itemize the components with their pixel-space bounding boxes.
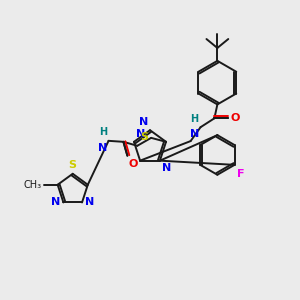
Text: O: O (230, 113, 240, 123)
Text: N: N (98, 143, 108, 153)
Text: CH₃: CH₃ (24, 180, 42, 190)
Text: H: H (99, 127, 108, 137)
Text: O: O (128, 159, 138, 169)
Text: S: S (140, 132, 148, 142)
Text: N: N (51, 197, 60, 208)
Text: N: N (190, 129, 200, 139)
Text: N: N (139, 117, 148, 127)
Text: N: N (85, 197, 94, 208)
Text: N: N (136, 129, 145, 139)
Text: N: N (162, 163, 171, 172)
Text: S: S (69, 160, 77, 170)
Text: H: H (190, 114, 199, 124)
Text: F: F (236, 169, 244, 179)
